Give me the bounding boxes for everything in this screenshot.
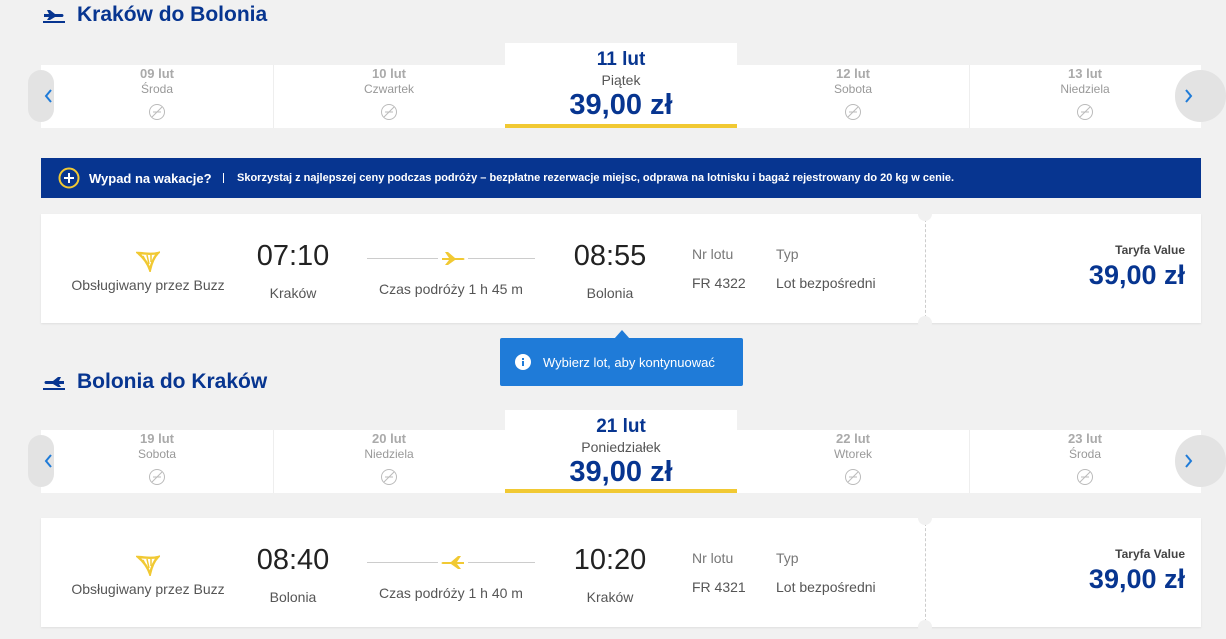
date: 11 lut [596,49,646,70]
weekday: Poniedziałek [581,439,661,455]
date: 22 lut [836,431,870,446]
date-cell[interactable]: 12 lut Sobota [737,65,970,128]
weekday: Piątek [601,72,641,88]
info-icon [515,354,531,370]
weekday: Sobota [137,447,177,461]
next-dates[interactable] [1175,70,1226,122]
type-label: Typ [776,246,799,262]
flight-number: FR 4321 [692,579,746,595]
prev-dates[interactable] [28,70,54,122]
date: 20 lut [372,431,406,446]
flight-number-label: Nr lotu [692,550,734,566]
date-cell[interactable]: 22 lut Wtorek [737,430,970,493]
date-cell[interactable]: 20 lut Niedziela [273,430,506,493]
date-price: 39,00 zł [569,89,673,121]
operator: Obsługiwany przez Buzz [71,581,225,597]
duration: Czas podróży 1 h 40 m [379,585,523,601]
no-flight-icon [148,468,166,489]
weekday: Sobota [833,82,873,96]
arrival-city: Bolonia [586,285,634,301]
no-flight-icon [380,468,398,489]
fare-price: 39,00 zł [1088,564,1185,594]
date: 12 lut [836,66,870,81]
weekday: Niedziela [1060,82,1110,96]
prev-dates[interactable] [28,435,54,487]
date-selected[interactable]: 21 lut Poniedziałek 39,00 zł [505,410,737,493]
flight-type: Lot bezpośredni [776,579,876,595]
section-title: Bolonia do Kraków [77,370,268,393]
date: 23 lut [1068,431,1102,446]
fare-label: Taryfa Value [1115,243,1185,257]
airline-logo [134,554,162,581]
type-label: Typ [776,550,799,566]
date-cell[interactable]: 19 lut Sobota [41,430,274,493]
date-cell[interactable]: 23 lut Środa [969,430,1201,493]
weekday: Niedziela [364,447,414,461]
no-flight-icon [844,468,862,489]
promo-banner[interactable]: Wypad na wakacje? Skorzystaj z najlepsze… [41,158,1201,198]
no-flight-icon [844,103,862,124]
arrival-time: 08:55 [573,240,647,272]
tooltip-text: Wybierz lot, aby kontynuować [543,355,715,370]
flight-card[interactable]: Obsługiwany przez Buzz 08:40 Bolonia Cza… [41,511,1201,634]
flight-number: FR 4322 [692,275,746,291]
date-cell[interactable]: 13 lut Niedziela [969,65,1201,128]
date: 21 lut [596,416,646,437]
airline-logo [134,250,162,277]
no-flight-icon [148,103,166,124]
operator: Obsługiwany przez Buzz [71,277,225,293]
date-price: 39,00 zł [569,456,673,488]
plane-icon [438,555,468,574]
weekday: Środa [1068,447,1102,461]
plus-icon [58,167,80,189]
date: 13 lut [1068,66,1102,81]
section-title: Kraków do Bolonia [77,3,268,26]
weekday: Wtorek [833,447,872,461]
flight-number-label: Nr lotu [692,246,734,262]
departure-city: Bolonia [269,589,317,605]
no-flight-icon [1076,468,1094,489]
departure-city: Kraków [269,285,317,301]
no-flight-icon [1076,103,1094,124]
banner-title: Wypad na wakacje? [89,171,212,186]
plane-icon [438,251,468,270]
next-dates[interactable] [1175,435,1226,487]
no-flight-icon [380,103,398,124]
tooltip: Wybierz lot, aby kontynuować [500,330,743,386]
arrival-time: 10:20 [573,544,647,576]
banner-text: Skorzystaj z najlepszej ceny podczas pod… [237,172,955,184]
duration: Czas podróży 1 h 45 m [379,281,523,297]
date: 19 lut [140,431,174,446]
arrival-city: Kraków [586,589,634,605]
date: 09 lut [140,66,174,81]
fare-label: Taryfa Value [1115,547,1185,561]
date: 10 lut [372,66,406,81]
weekday: Czwartek [363,82,414,96]
flight-card[interactable]: Obsługiwany przez Buzz 07:10 Kraków Czas… [41,207,1201,330]
date-cell[interactable]: 09 lut Środa [41,65,274,128]
departure-time: 08:40 [256,544,330,576]
flight-type: Lot bezpośredni [776,275,876,291]
date-cell[interactable]: 10 lut Czwartek [273,65,506,128]
date-selected[interactable]: 11 lut Piątek 39,00 zł [505,43,737,128]
weekday: Środa [140,82,174,96]
departure-time: 07:10 [256,240,330,272]
fare-price: 39,00 zł [1088,260,1185,290]
